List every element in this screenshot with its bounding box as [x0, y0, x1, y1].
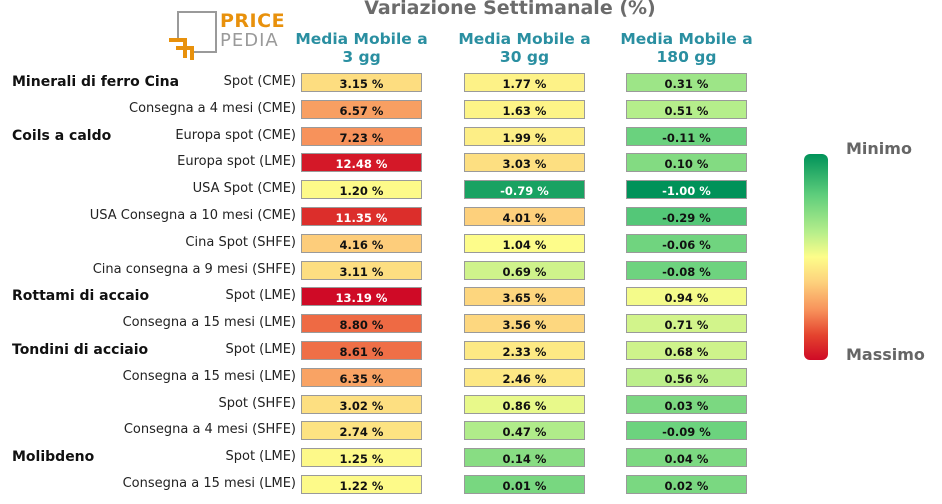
row-label: Europa spot (LME)	[177, 154, 296, 170]
value-cell: 12.48 %	[301, 153, 422, 173]
row-label: Spot (CME)	[223, 74, 296, 89]
value-cell: 2.46 %	[464, 367, 585, 387]
row-label: Europa spot (CME)	[175, 127, 296, 143]
value-cell: 0.14 %	[464, 448, 585, 468]
value-cell: 0.86 %	[464, 394, 585, 414]
row-label: Consegna a 15 mesi (LME)	[122, 315, 296, 331]
value-cell: 3.15 %	[301, 73, 422, 92]
pricepedia-logo: PRICE PEDIA	[168, 10, 285, 64]
value-cell: 4.01 %	[464, 207, 585, 226]
value-cell: 1.99 %	[464, 126, 585, 146]
value-cell: 7.23 %	[301, 126, 422, 146]
row-label: Consegna a 15 mesi (LME)	[122, 368, 296, 384]
value-cell: 0.04 %	[626, 448, 747, 468]
row-label: Spot (LME)	[225, 449, 296, 465]
column-header-3: Media Mobile a 180 gg	[620, 30, 753, 66]
value-cell: -0.08 %	[626, 260, 747, 280]
value-cell: 8.80 %	[301, 314, 422, 334]
row-label: Consegna a 4 mesi (SHFE)	[123, 422, 296, 438]
value-cell: 0.56 %	[626, 367, 747, 387]
row-label: Consegna a 15 mesi (LME)	[122, 476, 296, 491]
legend-label-minimo: Minimo	[846, 139, 912, 158]
value-cell: 6.35 %	[301, 367, 422, 387]
row-label: USA Spot (CME)	[192, 181, 296, 197]
color-scale-bar	[804, 154, 828, 360]
value-cell: 0.69 %	[464, 260, 585, 280]
value-cell: 4.16 %	[301, 233, 422, 253]
value-cell: 3.11 %	[301, 260, 422, 280]
value-cell: 0.01 %	[464, 475, 585, 494]
row-label: Cina consegna a 9 mesi (SHFE)	[92, 261, 296, 277]
value-cell: -0.06 %	[626, 233, 747, 253]
value-cell: 1.77 %	[464, 73, 585, 92]
row-label: Consegna a 4 mesi (CME)	[129, 100, 296, 116]
row-label: USA Consegna a 10 mesi (CME)	[89, 208, 296, 223]
value-cell: 13.19 %	[301, 287, 422, 307]
value-cell: -0.09 %	[626, 421, 747, 441]
value-cell: 0.10 %	[626, 153, 747, 173]
value-cell: -1.00 %	[626, 180, 747, 200]
group-label: Coils a caldo	[12, 127, 112, 144]
row-label: Cina Spot (SHFE)	[185, 234, 296, 250]
value-cell: 8.61 %	[301, 341, 422, 360]
value-cell: 2.33 %	[464, 341, 585, 360]
row-label: Spot (LME)	[225, 342, 296, 357]
group-label: Minerali di ferro Cina	[12, 74, 180, 90]
value-cell: 1.04 %	[464, 233, 585, 253]
value-cell: -0.29 %	[626, 207, 747, 226]
value-cell: -0.79 %	[464, 180, 585, 200]
value-cell: 0.03 %	[626, 394, 747, 414]
value-cell: 0.31 %	[626, 73, 747, 92]
value-cell: 0.68 %	[626, 341, 747, 360]
logo-text-price: PRICE	[220, 10, 286, 32]
group-label: Tondini di acciaio	[12, 342, 149, 358]
group-label: Rottami di accaio	[12, 288, 150, 305]
group-label: Molibdeno	[12, 449, 95, 466]
value-cell: 1.63 %	[464, 99, 585, 119]
logo-mark-icon	[169, 11, 217, 60]
value-cell: 1.22 %	[301, 475, 422, 494]
value-cell: 11.35 %	[301, 207, 422, 226]
row-label: Spot (SHFE)	[218, 395, 296, 411]
value-cell: 3.03 %	[464, 153, 585, 173]
value-cell: 0.51 %	[626, 99, 747, 119]
legend-label-massimo: Massimo	[846, 345, 925, 364]
value-cell: 0.47 %	[464, 421, 585, 441]
value-cell: 6.57 %	[301, 99, 422, 119]
value-cell: 1.25 %	[301, 448, 422, 468]
column-header-2: Media Mobile a 30 gg	[458, 30, 591, 66]
row-label: Spot (LME)	[225, 288, 296, 304]
value-cell: 3.65 %	[464, 287, 585, 307]
value-cell: 0.71 %	[626, 314, 747, 334]
value-cell: -0.11 %	[626, 126, 747, 146]
value-cell: 0.94 %	[626, 287, 747, 307]
value-cell: 0.02 %	[626, 475, 747, 494]
logo-text-pedia: PEDIA	[220, 30, 279, 51]
value-cell: 3.02 %	[301, 394, 422, 414]
chart-title: Variazione Settimanale (%)	[364, 0, 656, 19]
value-cell: 3.56 %	[464, 314, 585, 334]
value-cell: 1.20 %	[301, 180, 422, 200]
value-cell: 2.74 %	[301, 421, 422, 441]
